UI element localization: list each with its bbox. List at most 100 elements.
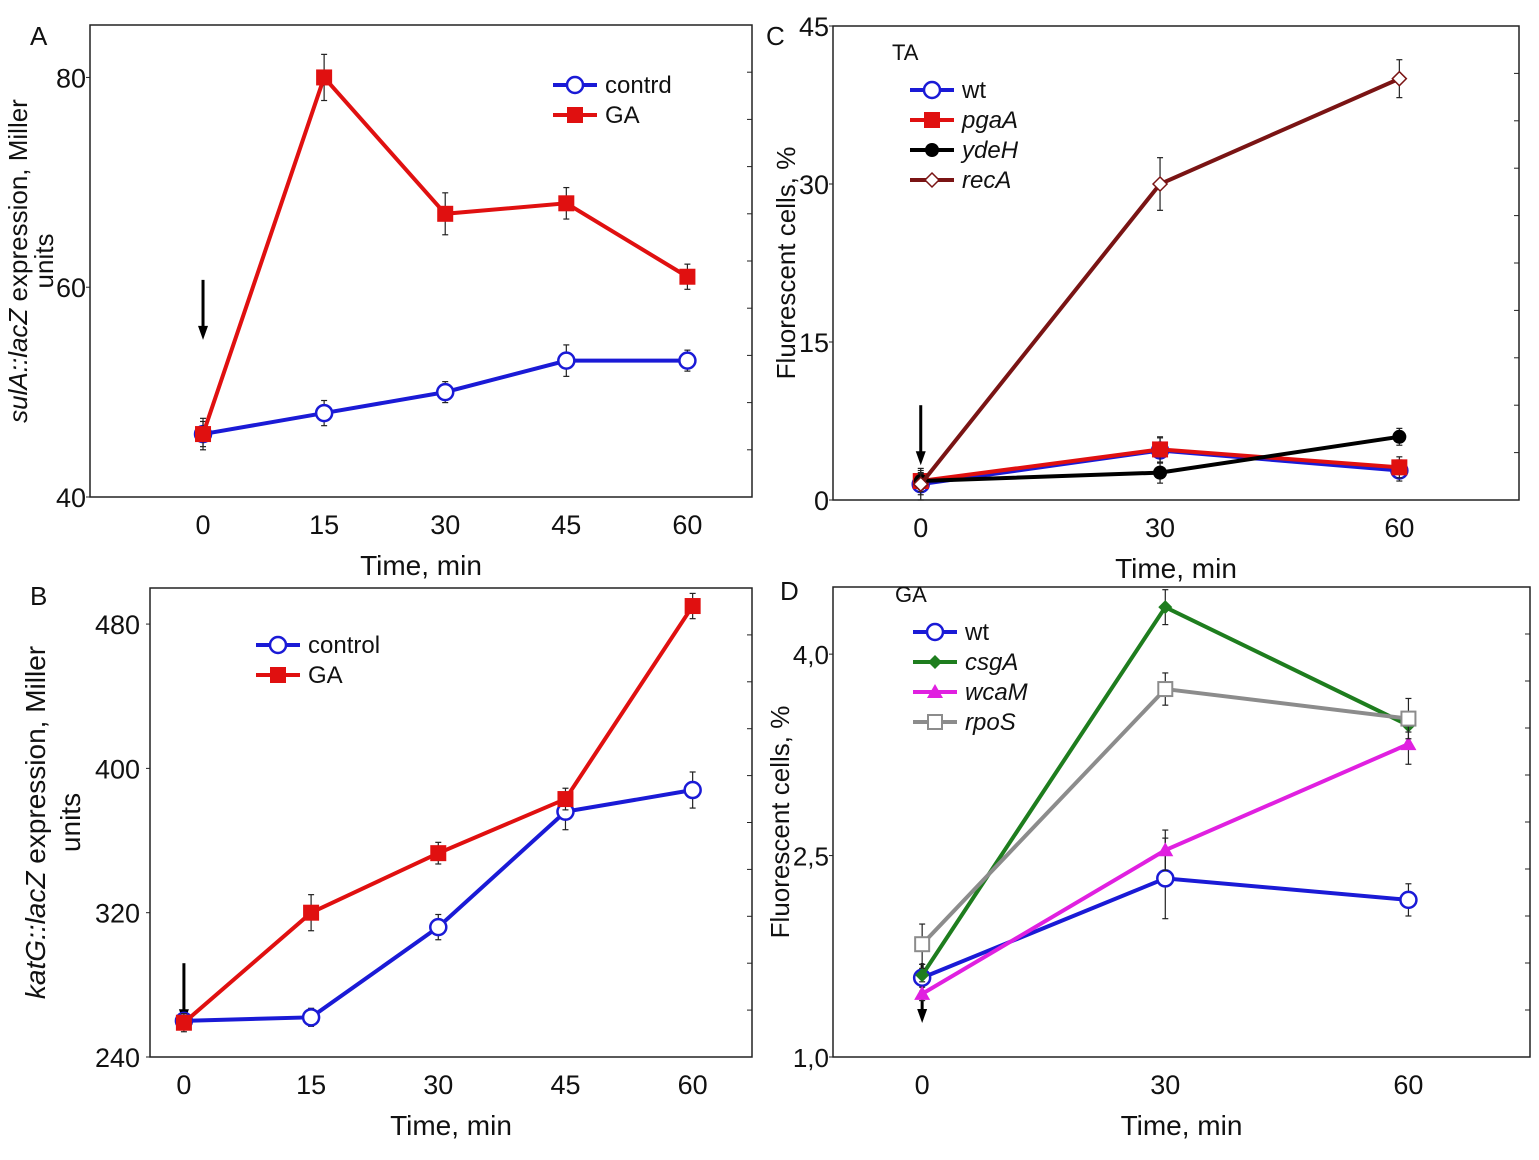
legend-label: pgaA bbox=[961, 107, 1018, 134]
legend-marker bbox=[927, 714, 943, 730]
y-axis-label-line2: units bbox=[55, 793, 86, 852]
series-recA bbox=[912, 59, 1408, 496]
legend-marker bbox=[927, 684, 943, 698]
legend-label: wt bbox=[964, 619, 989, 646]
data-point bbox=[683, 780, 702, 800]
panel-label: D bbox=[780, 576, 799, 606]
legend-label: rpoS bbox=[965, 709, 1016, 736]
x-tick-label: 45 bbox=[550, 1070, 580, 1100]
y-axis-label: sulA::lacZ expression, Miller bbox=[3, 99, 33, 423]
x-tick-label: 30 bbox=[1150, 1070, 1180, 1100]
panel-label: C bbox=[766, 21, 785, 51]
x-tick-label: 60 bbox=[1393, 1070, 1423, 1100]
legend-label: GA bbox=[308, 662, 343, 689]
y-tick-label: 30 bbox=[799, 170, 829, 200]
data-point bbox=[1157, 681, 1174, 698]
data-point bbox=[195, 426, 212, 443]
x-tick-label: 45 bbox=[551, 510, 581, 540]
x-tick-label: 30 bbox=[1145, 513, 1175, 543]
x-axis-label: Time, min bbox=[1121, 1110, 1243, 1141]
legend-marker bbox=[565, 75, 585, 95]
series-line bbox=[201, 73, 689, 435]
data-point bbox=[437, 205, 454, 222]
y-tick-label: 80 bbox=[56, 63, 86, 93]
data-point bbox=[1392, 429, 1407, 444]
y-tick-label: 240 bbox=[95, 1043, 140, 1073]
x-tick-label: 60 bbox=[1384, 513, 1414, 543]
y-tick-label: 60 bbox=[56, 273, 86, 303]
y-tick-label: 45 bbox=[799, 12, 829, 42]
x-axis-label: Time, min bbox=[360, 550, 482, 581]
y-tick-label: 15 bbox=[799, 328, 829, 358]
data-point bbox=[679, 268, 696, 285]
series-control bbox=[174, 771, 702, 1031]
y-axis-label-line2: units bbox=[29, 234, 59, 289]
x-tick-label: 60 bbox=[672, 510, 702, 540]
series-line bbox=[182, 604, 695, 1025]
y-axis-label-text: expression, Miller bbox=[20, 646, 51, 872]
legend-title: TA bbox=[892, 40, 919, 65]
legend-label: wt bbox=[961, 77, 986, 104]
panel-d: D 1,0 2,5 4,0 0 30 60 Time, min Fluorescent cell… bbox=[765, 576, 1531, 1141]
data-point bbox=[678, 351, 697, 370]
data-point bbox=[435, 382, 455, 402]
series-rpoS bbox=[914, 672, 1417, 965]
x-tick-label: 0 bbox=[176, 1070, 191, 1100]
data-point bbox=[557, 791, 574, 808]
x-tick-label: 30 bbox=[430, 510, 460, 540]
data-point bbox=[558, 195, 575, 212]
data-point bbox=[684, 598, 701, 615]
legend-label: control bbox=[308, 632, 380, 659]
series-GA bbox=[195, 53, 696, 451]
legend-marker bbox=[928, 655, 942, 669]
y-tick-label: 40 bbox=[56, 483, 86, 513]
data-point bbox=[1151, 175, 1169, 193]
y-tick-label: 320 bbox=[95, 899, 140, 929]
legend-title: GA bbox=[895, 582, 927, 607]
x-tick-label: 60 bbox=[678, 1070, 708, 1100]
x-tick-label: 15 bbox=[309, 510, 339, 540]
panel-label: B bbox=[30, 581, 47, 611]
data-point bbox=[301, 1008, 321, 1027]
arrow-head-icon bbox=[198, 325, 209, 340]
legend-marker bbox=[268, 635, 288, 655]
data-point bbox=[175, 1014, 192, 1031]
legend-marker bbox=[924, 112, 940, 128]
plot-frame bbox=[149, 587, 753, 1058]
y-axis-label-text: expression, Miller bbox=[3, 99, 33, 309]
x-tick-label: 0 bbox=[913, 513, 928, 543]
y-tick-label: 1,0 bbox=[793, 1043, 829, 1073]
x-tick-label: 0 bbox=[196, 510, 211, 540]
legend-label: wcaM bbox=[965, 679, 1028, 706]
data-point bbox=[1153, 465, 1168, 480]
legend-marker bbox=[922, 80, 942, 100]
data-point bbox=[1156, 869, 1175, 888]
arrow-head-icon bbox=[915, 451, 926, 466]
data-point bbox=[912, 476, 929, 493]
data-point bbox=[1158, 600, 1173, 615]
legend-marker bbox=[567, 107, 583, 123]
y-tick-label: 0 bbox=[814, 486, 829, 516]
data-point bbox=[915, 968, 930, 983]
data-point bbox=[1391, 459, 1408, 476]
data-point bbox=[314, 403, 334, 423]
x-tick-label: 15 bbox=[296, 1070, 326, 1100]
data-point bbox=[1152, 441, 1169, 458]
arrow-head-icon bbox=[917, 1009, 928, 1023]
data-point bbox=[429, 917, 448, 937]
series-line bbox=[183, 788, 693, 1023]
data-point bbox=[914, 936, 931, 953]
legend-marker bbox=[923, 171, 941, 189]
data-point bbox=[1400, 736, 1417, 751]
legend-marker bbox=[270, 667, 286, 683]
y-tick-label: 4,0 bbox=[793, 640, 829, 670]
legend-marker bbox=[925, 622, 945, 642]
legend-label: csgA bbox=[965, 649, 1018, 676]
y-axis-label-gene: katG::lacZ bbox=[20, 871, 51, 999]
x-tick-label: 0 bbox=[915, 1070, 930, 1100]
data-point bbox=[1157, 842, 1174, 857]
legend-label: GA bbox=[605, 102, 640, 129]
